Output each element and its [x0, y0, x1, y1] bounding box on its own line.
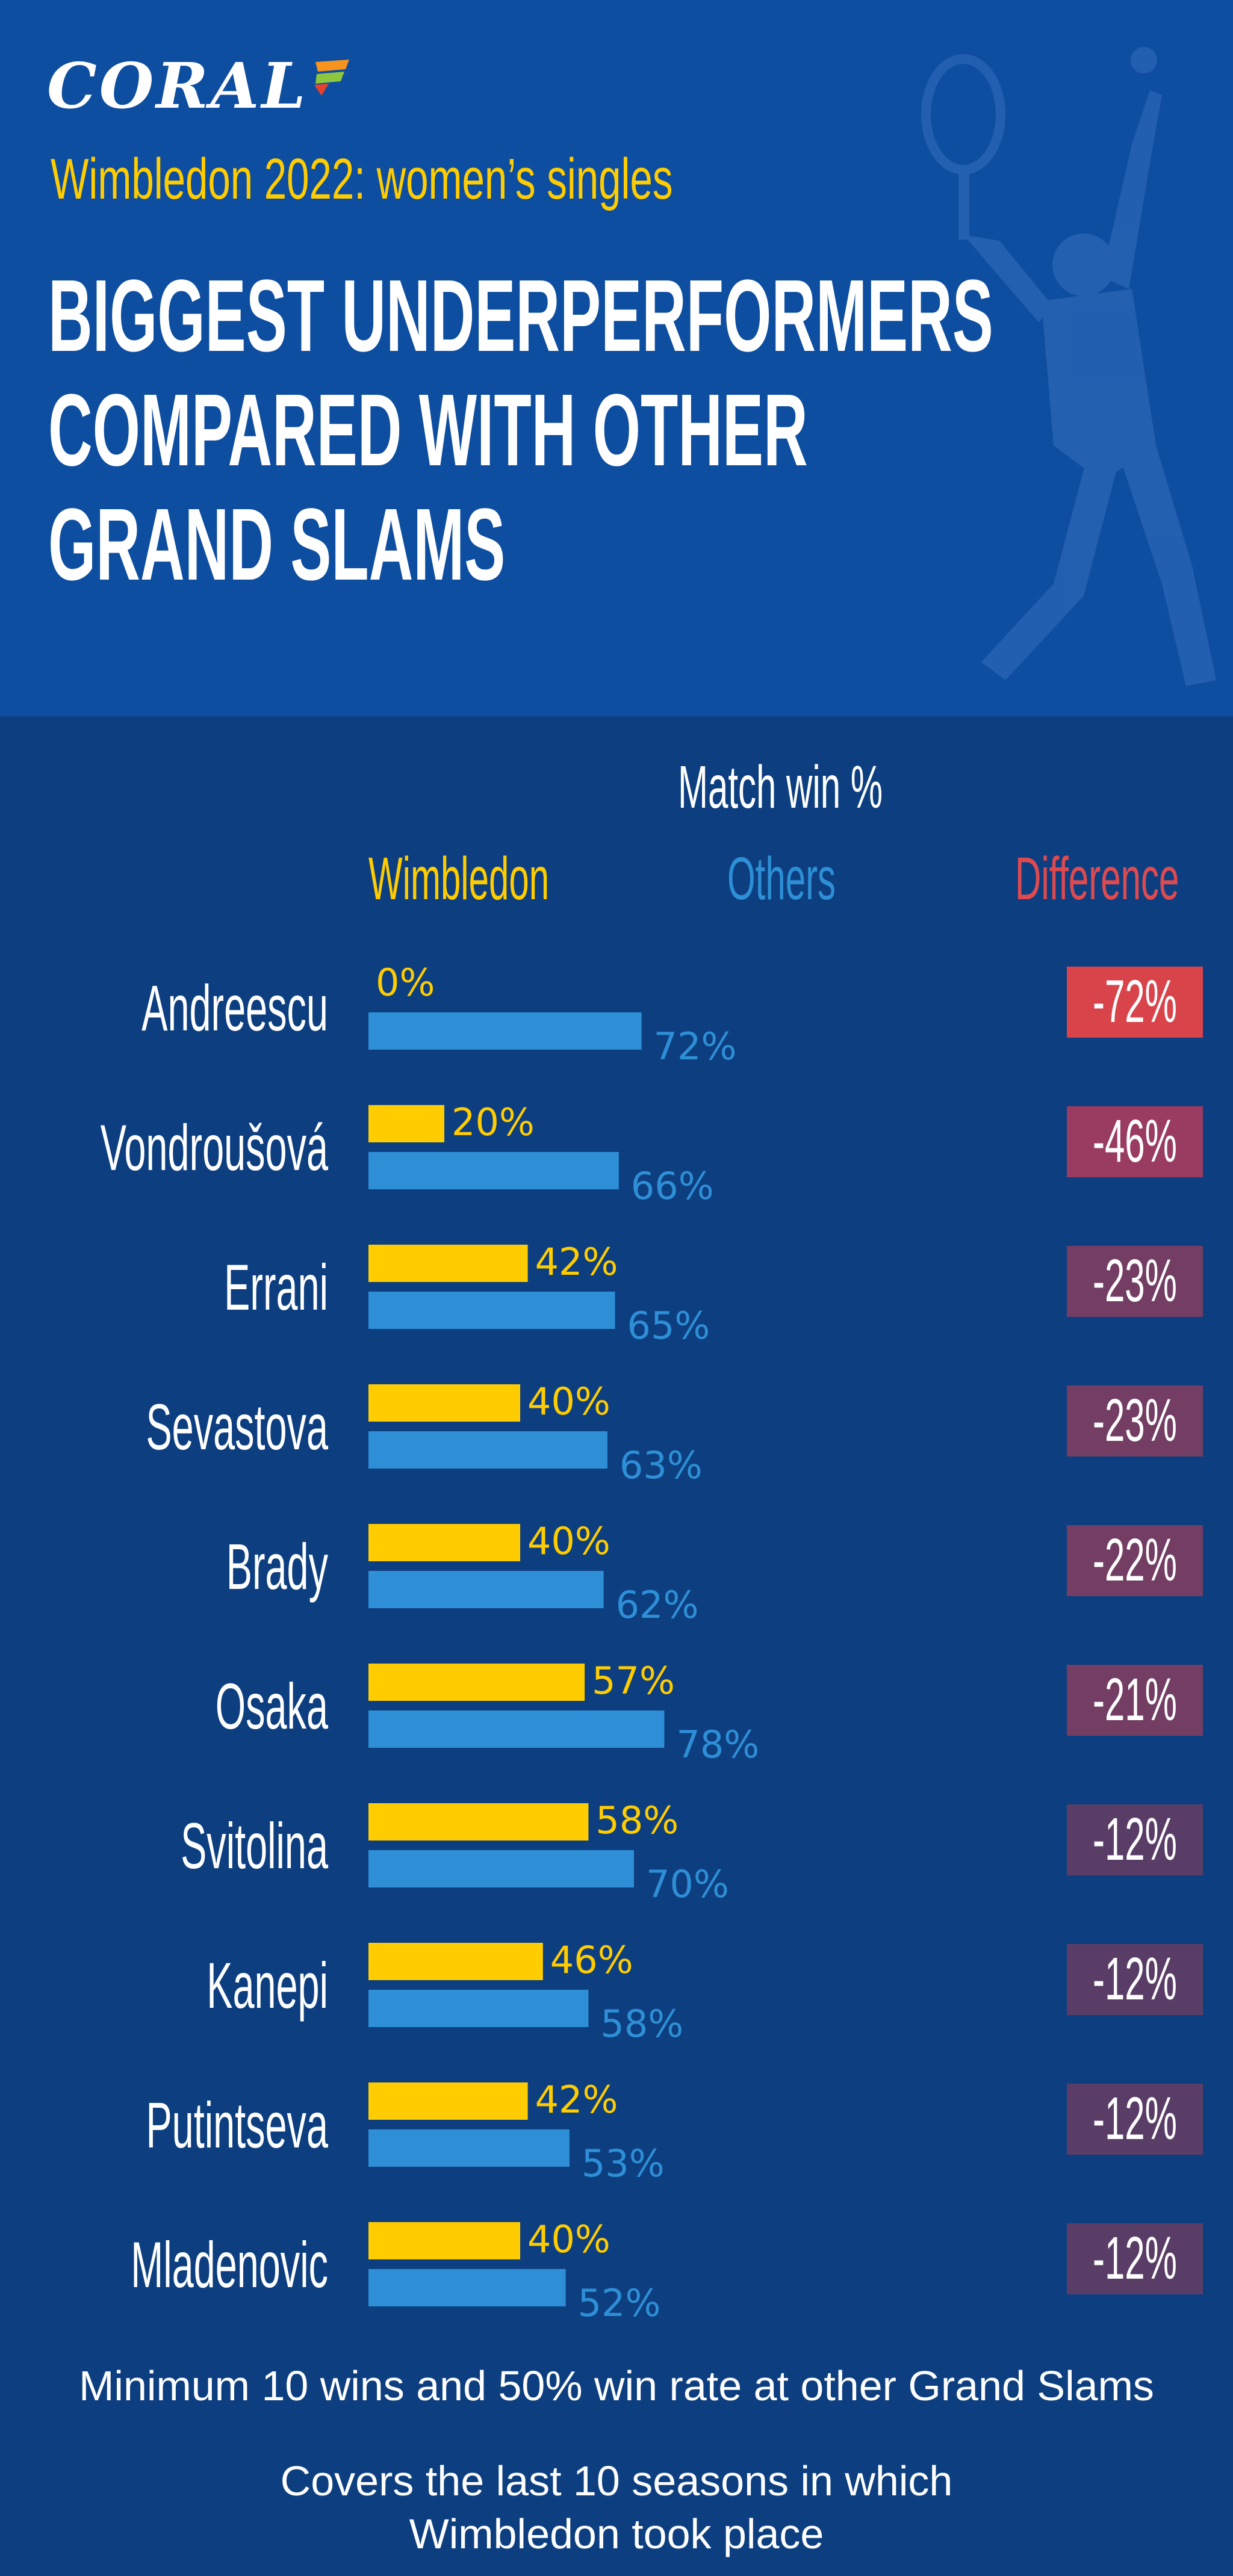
header-band: CORAL Wimbledon 2022: women’s singles BI…: [0, 0, 1233, 716]
wimbledon-value-label: 40%: [527, 2217, 610, 2261]
wimbledon-bar: [368, 1245, 528, 1282]
difference-value-label: -12%: [1093, 2225, 1177, 2292]
player-name-label: Mladenovic: [131, 2228, 328, 2301]
coral-logo: CORAL: [47, 53, 353, 119]
player-name-label: Vondroušová: [101, 1111, 329, 1184]
difference-badge: [1067, 2223, 1203, 2294]
others-bar: [368, 2129, 570, 2167]
logo-text: CORAL: [47, 49, 308, 123]
title-line-3: GRAND SLAMS: [48, 488, 506, 602]
difference-badge: [1067, 2084, 1203, 2155]
wimbledon-bar: [368, 1943, 543, 1980]
difference-value-label: -23%: [1093, 1247, 1177, 1314]
difference-badge: [1067, 1386, 1203, 1457]
wimbledon-value-label: 20%: [452, 1100, 535, 1144]
others-bar: [368, 1292, 615, 1329]
others-value-label: 52%: [578, 2281, 661, 2325]
footnote-coverage-line-1: Covers the last 10 seasons in which: [280, 2457, 953, 2504]
wimbledon-bar: [368, 1105, 444, 1142]
difference-badge: [1067, 967, 1203, 1038]
wimbledon-bar: [368, 1384, 520, 1422]
others-bar: [368, 1431, 607, 1469]
others-value-label: 65%: [627, 1304, 710, 1348]
others-value-label: 58%: [600, 2002, 683, 2046]
footnote-coverage-line-2: Wimbledon took place: [409, 2510, 824, 2557]
player-name-label: Brady: [226, 1530, 329, 1603]
footnote-criteria: Minimum 10 wins and 50% win rate at othe…: [79, 2362, 1154, 2409]
chart-subtitle: Wimbledon 2022: women’s singles: [51, 147, 673, 211]
wimbledon-value-label: 57%: [592, 1659, 675, 1703]
others-value-label: 62%: [616, 1583, 699, 1627]
wimbledon-value-label: 46%: [550, 1938, 633, 1982]
column-header-wimbledon: Wimbledon: [368, 845, 550, 912]
wimbledon-value-label: 42%: [535, 2078, 618, 2122]
player-name-label: Kanepi: [207, 1949, 328, 2022]
difference-value-label: -46%: [1093, 1107, 1177, 1175]
wimbledon-bar: [368, 1803, 589, 1841]
player-name-label: Putintseva: [146, 2088, 328, 2161]
difference-value-label: -22%: [1093, 1526, 1177, 1594]
difference-value-label: -12%: [1093, 1806, 1177, 1873]
title-line-2: COMPARED WITH OTHER: [48, 373, 808, 488]
others-value-label: 70%: [646, 1862, 729, 1906]
others-value-label: 63%: [620, 1443, 703, 1487]
others-value-label: 72%: [654, 1024, 737, 1068]
difference-badge: [1067, 1944, 1203, 2015]
wimbledon-value-label: 58%: [595, 1798, 679, 1842]
wimbledon-value-label: 0%: [376, 961, 435, 1005]
others-bar: [368, 1850, 634, 1887]
title-line-1: BIGGEST UNDERPERFORMERS: [48, 259, 993, 373]
difference-badge: [1067, 1106, 1203, 1177]
difference-badge: [1067, 1525, 1203, 1596]
wimbledon-bar: [368, 1664, 585, 1701]
difference-value-label: -21%: [1093, 1666, 1177, 1733]
difference-value-label: -12%: [1093, 2085, 1177, 2152]
others-value-label: 66%: [631, 1164, 714, 1208]
others-bar: [368, 1012, 642, 1050]
column-group-title: Match win %: [678, 754, 883, 821]
others-value-label: 78%: [676, 1723, 759, 1766]
player-name-label: Osaka: [216, 1670, 329, 1742]
others-bar: [368, 1152, 619, 1189]
chart-title: BIGGEST UNDERPERFORMERS COMPARED WITH OT…: [48, 259, 993, 602]
difference-value-label: -23%: [1093, 1387, 1177, 1454]
difference-badge: [1067, 1665, 1203, 1736]
wimbledon-bar: [368, 2222, 520, 2259]
wimbledon-bar: [368, 1524, 520, 1561]
others-bar: [368, 2269, 566, 2306]
difference-badge: [1067, 1246, 1203, 1317]
others-bar: [368, 1990, 589, 2027]
wimbledon-value-label: 40%: [527, 1519, 610, 1563]
difference-value-label: -12%: [1093, 1945, 1177, 2013]
wimbledon-bar: [368, 2082, 528, 2120]
wimbledon-value-label: 42%: [535, 1240, 618, 1284]
player-name-label: Andreescu: [141, 971, 328, 1044]
logo-flag-icon: [314, 60, 349, 96]
tennis-player-silhouette-icon: [921, 47, 1216, 686]
others-bar: [368, 1571, 604, 1608]
difference-badge: [1067, 1804, 1203, 1875]
others-value-label: 53%: [582, 2141, 665, 2185]
player-name-label: Errani: [224, 1251, 328, 1324]
player-name-label: Sevastova: [146, 1390, 328, 1463]
others-bar: [368, 1711, 665, 1748]
player-name-label: Svitolina: [181, 1809, 328, 1882]
column-header-others: Others: [727, 845, 836, 912]
wimbledon-value-label: 40%: [527, 1379, 610, 1423]
column-header-difference: Difference: [1015, 845, 1179, 912]
difference-value-label: -72%: [1093, 968, 1177, 1035]
